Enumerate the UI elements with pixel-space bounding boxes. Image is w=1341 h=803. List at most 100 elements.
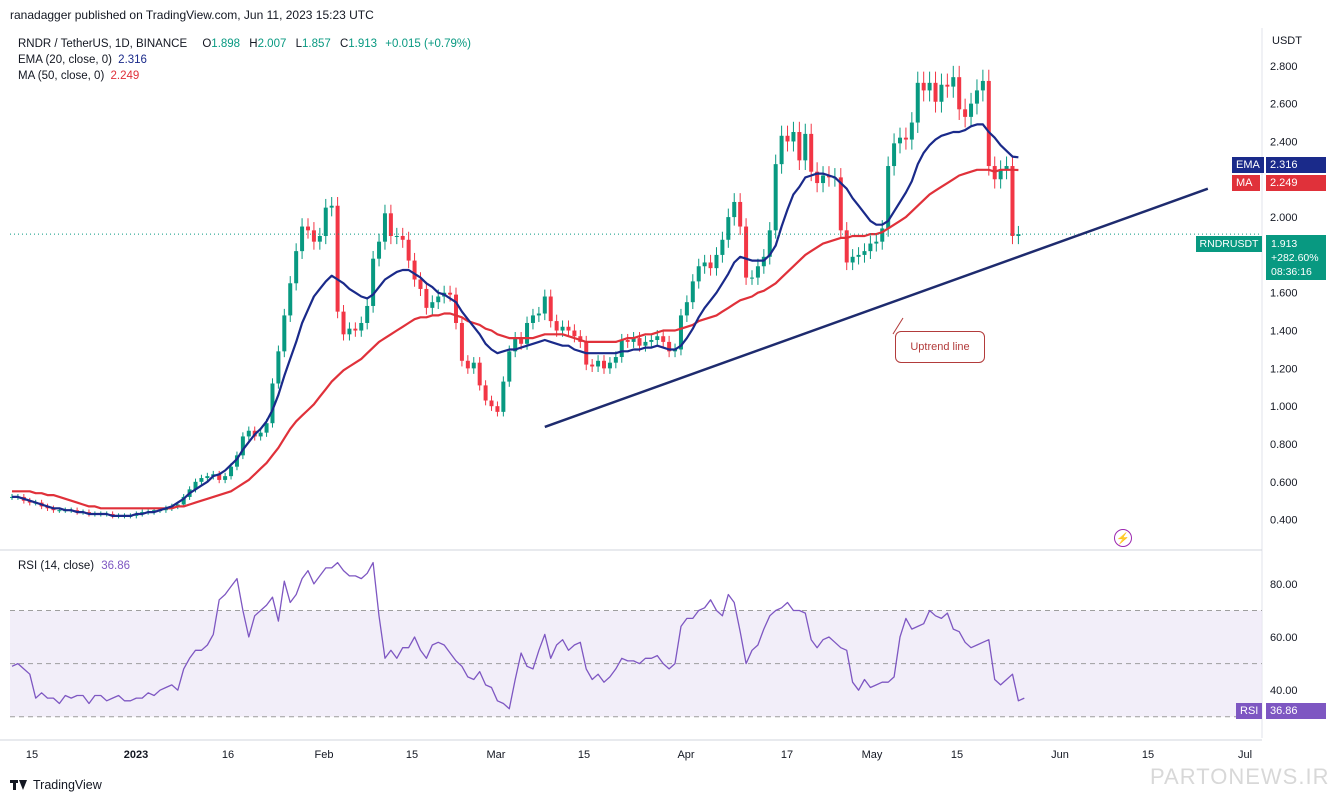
candle-body xyxy=(246,430,251,437)
candle-body xyxy=(406,239,411,261)
candle-body xyxy=(898,137,902,144)
candle-body xyxy=(702,262,707,267)
candle-body xyxy=(886,166,891,229)
candle-body xyxy=(329,205,334,208)
candle-body xyxy=(229,466,234,477)
candle-body xyxy=(1010,166,1015,236)
lightning-icon[interactable]: ⚡ xyxy=(1114,529,1132,547)
candle-body xyxy=(874,241,879,244)
price-tick-label: 2.400 xyxy=(1270,136,1298,148)
time-tick-label: 15 xyxy=(1142,749,1154,761)
candle-body xyxy=(951,77,956,87)
candle-body xyxy=(785,135,790,142)
candle-body xyxy=(377,241,382,259)
open-value: 1.898 xyxy=(211,38,241,50)
candle-body xyxy=(933,82,938,102)
candle-body xyxy=(856,254,861,257)
candle-body xyxy=(465,360,470,369)
candle-body xyxy=(791,132,796,142)
candle-body xyxy=(436,296,441,303)
ma-legend-value: 2.249 xyxy=(110,70,140,82)
candle-body xyxy=(282,315,287,352)
candle-body xyxy=(489,400,494,407)
candle-body xyxy=(311,230,316,242)
time-tick-label: May xyxy=(862,749,883,761)
candle-body xyxy=(217,474,222,480)
candle-body xyxy=(335,205,340,312)
candle-body xyxy=(394,236,399,237)
candle-body xyxy=(199,478,204,482)
symbol-label[interactable]: RNDR / TetherUS, 1D, BINANCE xyxy=(18,38,188,50)
ema-axis-value: 2.316 xyxy=(1266,157,1326,173)
ema-legend-row[interactable]: EMA (20, close, 0) 2.316 xyxy=(18,52,471,68)
uptrend-line-annotation: Uptrend line xyxy=(895,331,985,363)
candle-body xyxy=(903,137,908,140)
candle-body xyxy=(560,326,565,331)
candle-body xyxy=(341,311,346,335)
candle-body xyxy=(974,90,979,104)
ema-20-line xyxy=(12,123,1019,518)
candle-body xyxy=(240,436,245,456)
candle-body xyxy=(909,122,914,140)
rsi-legend[interactable]: RSI (14, close) 36.86 xyxy=(18,560,130,572)
candle-body xyxy=(483,385,488,401)
rsi-axis-label: RSI xyxy=(1236,703,1263,719)
ma-legend-row[interactable]: MA (50, close, 0) 2.249 xyxy=(18,68,471,84)
candle-body xyxy=(714,254,719,269)
candle-body xyxy=(347,328,352,335)
ma-50-line xyxy=(12,168,1019,510)
candle-body xyxy=(607,362,612,369)
candle-body xyxy=(536,313,541,316)
candle-body xyxy=(667,341,672,352)
candle-body xyxy=(892,143,897,167)
candle-body xyxy=(276,351,281,384)
candle-body xyxy=(181,496,186,505)
price-axis-unit: USDT xyxy=(1272,35,1302,47)
tradingview-logo[interactable]: TradingView xyxy=(10,778,102,792)
candle-body xyxy=(495,406,500,412)
rsi-axis-value: 36.86 xyxy=(1266,703,1326,719)
price-tick-label: 1.400 xyxy=(1270,326,1298,338)
candle-body xyxy=(590,364,595,367)
rsi-tick-label: 40.00 xyxy=(1270,685,1298,697)
candle-body xyxy=(264,423,269,433)
ema-axis-label: EMA xyxy=(1232,157,1264,173)
candle-body xyxy=(815,171,820,184)
rsi-legend-label: RSI (14, close) xyxy=(18,560,95,572)
candle-body xyxy=(371,258,376,306)
candle-body xyxy=(424,288,429,308)
candle-body xyxy=(365,305,370,323)
candle-body xyxy=(803,133,808,161)
candle-body xyxy=(738,201,743,227)
change-value: +0.015 (+0.79%) xyxy=(385,38,471,50)
candle-body xyxy=(767,230,772,257)
watermark: PARTONEWS.IR xyxy=(1150,764,1330,789)
price-tick-label: 2.800 xyxy=(1270,61,1298,73)
price-tick-label: 0.600 xyxy=(1270,477,1298,489)
time-tick-label: 16 xyxy=(222,749,234,761)
candle-body xyxy=(572,330,577,337)
candle-body xyxy=(205,476,210,479)
candle-body xyxy=(400,236,405,240)
candle-body xyxy=(57,510,62,512)
candle-body xyxy=(288,283,293,316)
candle-body xyxy=(566,326,571,331)
ema-legend-label: EMA (20, close, 0) xyxy=(18,54,112,66)
candle-body xyxy=(234,455,239,467)
candle-body xyxy=(655,336,660,340)
candle-body xyxy=(323,207,328,236)
price-tick-label: 0.800 xyxy=(1270,439,1298,451)
candle-body xyxy=(382,213,387,242)
price-tick-label: 1.000 xyxy=(1270,401,1298,413)
candle-body xyxy=(454,294,458,323)
candle-body xyxy=(821,175,826,184)
candle-body xyxy=(359,322,364,331)
price-tick-label: 1.200 xyxy=(1270,363,1298,375)
candle-body xyxy=(732,201,737,218)
candle-body xyxy=(915,82,920,123)
candle-body xyxy=(744,226,749,278)
candle-body xyxy=(649,340,654,342)
candle-body xyxy=(844,230,849,263)
candle-body xyxy=(1004,166,1009,170)
